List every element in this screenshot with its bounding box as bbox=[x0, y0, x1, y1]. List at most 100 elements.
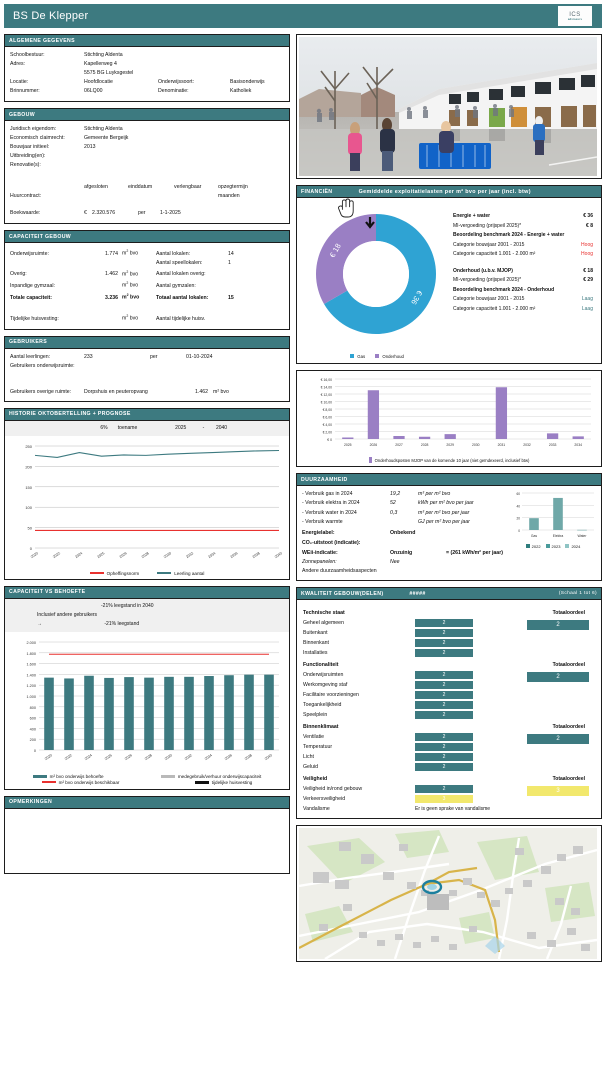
totaaloordeel-header: Totaaloordeel bbox=[552, 724, 585, 731]
capaciteit-value: 3.236 bbox=[105, 294, 118, 301]
totaaloordeel-score: 2 bbox=[527, 620, 589, 631]
financien-body: € 36 € 18 Gas bbox=[297, 198, 601, 363]
location-map[interactable] bbox=[299, 828, 597, 960]
svg-text:60: 60 bbox=[516, 492, 520, 496]
legend-label: Leerling aantal bbox=[174, 570, 205, 576]
panel-mjop-chart: € 0 € 2,00 € 4,00 € 6,00 € 8,00 € 10,00 € 12,0… bbox=[296, 370, 602, 467]
svg-text:€ 14,00: € 14,00 bbox=[321, 386, 332, 390]
donut-slice-onderhoud bbox=[316, 214, 376, 304]
benchmark-rating: Hoog bbox=[581, 251, 593, 257]
kwaliteit-item-score[interactable]: 2 bbox=[415, 681, 473, 690]
historie-subtitle: 6% toename 2025 - 2040 bbox=[5, 420, 289, 436]
kwaliteit-item: Ventilatie 2 bbox=[303, 732, 595, 742]
legend-swatch-beschikbaar bbox=[41, 781, 56, 784]
kwaliteit-item-score[interactable]: 2 bbox=[415, 743, 473, 752]
totaaloordeel-header: Totaaloordeel bbox=[552, 610, 585, 617]
capaciteit-row: Overig: 1.462 m2 bvo Aantal lokalen overig: bbox=[10, 268, 284, 280]
kwaliteit-item-score[interactable]: 2 bbox=[415, 753, 473, 762]
svg-text:2030: 2030 bbox=[163, 551, 172, 559]
kwaliteit-item-score[interactable]: 2 bbox=[415, 671, 473, 680]
verbruik-row: - Verbruik water in 2024 0,3 m³ per m² b… bbox=[302, 509, 510, 518]
capaciteit-row: Onderwijsruimte: 1.774 m2 bvo Aantal lokale… bbox=[10, 247, 284, 259]
column-header: opzegtermijn bbox=[218, 184, 248, 190]
field-label: Juridisch eigendom: bbox=[10, 126, 57, 132]
kwaliteit-item-score[interactable]: 2 bbox=[415, 639, 473, 648]
legend-label: 2022 bbox=[531, 544, 541, 549]
field-label: Aantal leerlingen: bbox=[10, 353, 51, 360]
capaciteit-unit: m2 bvo bbox=[122, 281, 139, 290]
panel-body: Onderwijsruimte: 1.774 m2 bvo Aantal lokale… bbox=[5, 243, 289, 329]
legend-label: 2024 bbox=[571, 544, 581, 549]
field-label: Onderwijssoort: bbox=[158, 79, 195, 85]
zonnepanelen-label: Zonnepanelen: bbox=[302, 558, 337, 565]
kwaliteit-item-label: Installaties bbox=[303, 650, 328, 657]
kwaliteit-item-score[interactable]: 2 bbox=[415, 619, 473, 628]
verbruik-value bbox=[390, 518, 418, 527]
kwaliteit-item-score[interactable]: 2 bbox=[415, 763, 473, 772]
legend-item: 2023 bbox=[545, 544, 561, 549]
kwaliteit-scale-note: (Schaal 1 tot 6) bbox=[558, 591, 597, 597]
svg-text:2038: 2038 bbox=[244, 753, 253, 761]
legend-label: 2023 bbox=[551, 544, 561, 549]
info-row: Brinnummer: 06LQ00 Denominatie: Katholie… bbox=[10, 87, 284, 96]
legend-label: Gas bbox=[357, 354, 366, 359]
panel-capaciteit-gebouw: CAPACITEIT GEBOUW Onderwijsruimte: 1.774 m… bbox=[4, 230, 290, 330]
svg-text:20: 20 bbox=[516, 517, 520, 521]
legend-label: Onderhoud bbox=[382, 354, 404, 359]
kwaliteit-item: Vandalisme Er is geen sprake van vandalis… bbox=[303, 804, 595, 814]
column-header: afgesloten bbox=[84, 184, 108, 190]
right-column: FINANCIËN Gemiddelde exploitatielasten p… bbox=[296, 34, 602, 963]
field-label: Boekwaarde: bbox=[10, 210, 41, 216]
panel-title-text: ALGEMENE GEGEVENS bbox=[9, 37, 75, 44]
kwaliteit-item-score[interactable]: 2 bbox=[415, 629, 473, 638]
onderhoud-row: Onderhoud (u.b.v. MJOP) € 18 bbox=[453, 267, 597, 277]
capaciteit-row: Inpandige gymzaal: m2 bvo Aantal gymzalen: bbox=[10, 279, 284, 291]
benchmark-rating: Laag bbox=[581, 296, 593, 302]
panel-duurzaamheid: DUURZAAMHEID - Verbruik gas in 2024 19,2… bbox=[296, 473, 602, 582]
legend-item: medegebruik/verhuur onderwijscapaciteit bbox=[160, 774, 261, 779]
field-label: Schoolbestuur: bbox=[10, 52, 45, 58]
benchmark-label: Beoordeling benchmark 2024 - Onderhoud bbox=[453, 286, 555, 293]
kwaliteit-item-score[interactable]: 2 bbox=[415, 649, 473, 658]
app-header: BS De Klepper ICS adviseurs bbox=[4, 4, 602, 28]
kwaliteit-item-score[interactable]: 2 bbox=[415, 733, 473, 742]
kwaliteit-item-score[interactable]: 2 bbox=[415, 711, 473, 720]
kwaliteit-item: Speelplein 2 bbox=[303, 710, 595, 720]
field-value: 2.320.576 bbox=[92, 210, 116, 216]
panel-title: GEBOUW bbox=[5, 109, 289, 121]
kwaliteit-section-title: Binnenklimaat bbox=[303, 724, 339, 731]
kwaliteit-item-score[interactable]: 3 bbox=[415, 795, 473, 804]
field-label: per bbox=[150, 353, 158, 360]
energie-mi-value: € 8 bbox=[586, 222, 593, 229]
opmerkingen-text[interactable] bbox=[5, 809, 289, 873]
panel-title: ALGEMENE GEGEVENS bbox=[5, 35, 289, 47]
field-label: Huurcontract: bbox=[10, 193, 42, 199]
svg-text:0: 0 bbox=[518, 529, 520, 533]
svg-text:0: 0 bbox=[30, 546, 33, 551]
svg-text:400: 400 bbox=[30, 727, 36, 731]
capaciteit-chart: 0 200 400 600 800 1.000 1.200 1.400 1.600 1.800 2.… bbox=[5, 632, 289, 774]
capaciteit-label: Inpandige gymzaal: bbox=[10, 283, 55, 290]
kwaliteit-item-score[interactable]: 2 bbox=[415, 701, 473, 710]
info-row: Locatie: Hoofdlocatie Onderwijssoort: Ba… bbox=[10, 78, 284, 87]
zonnepanelen-value: Nee bbox=[390, 558, 400, 565]
svg-text:2026: 2026 bbox=[119, 551, 128, 559]
svg-text:2034: 2034 bbox=[207, 551, 216, 559]
panel-gebruikers: GEBRUIKERS Aantal leerlingen: 233 per 01… bbox=[4, 335, 290, 402]
capaciteit-label: Onderwijsruimte: bbox=[10, 250, 49, 257]
field-value: Kapellerweg 4 bbox=[84, 61, 117, 67]
kwaliteit-item-score[interactable]: 2 bbox=[415, 691, 473, 700]
andere-aspecten-label: Andere duurzaamheidsaspecten bbox=[302, 568, 377, 575]
duurzaamheid-bar-chart-svg: 0 20 40 60 Gas Elektra Water bbox=[516, 492, 594, 538]
weii-extra: = (261 kWh/m² per jaar) bbox=[446, 549, 503, 556]
kwaliteit-item-label: Onderwijsruimten bbox=[303, 672, 344, 679]
info-row: Juridisch eigendom: Stichting Aldenta bbox=[10, 125, 284, 134]
location-map-frame[interactable] bbox=[296, 825, 602, 963]
totaaloordeel-header: Totaaloordeel bbox=[552, 662, 585, 669]
lokalen-value: 14 bbox=[228, 250, 234, 257]
legend-label: m² bvo onderwijs behoefte bbox=[49, 773, 104, 779]
kwaliteit-item-label: Temperatuur bbox=[303, 744, 333, 751]
panel-title-text: HISTORIE OKTOBERTELLING + PROGNOSE bbox=[9, 411, 131, 418]
info-row: Bouwjaar initieel: 2013 bbox=[10, 143, 284, 152]
kwaliteit-item-score[interactable]: 2 bbox=[415, 785, 473, 794]
